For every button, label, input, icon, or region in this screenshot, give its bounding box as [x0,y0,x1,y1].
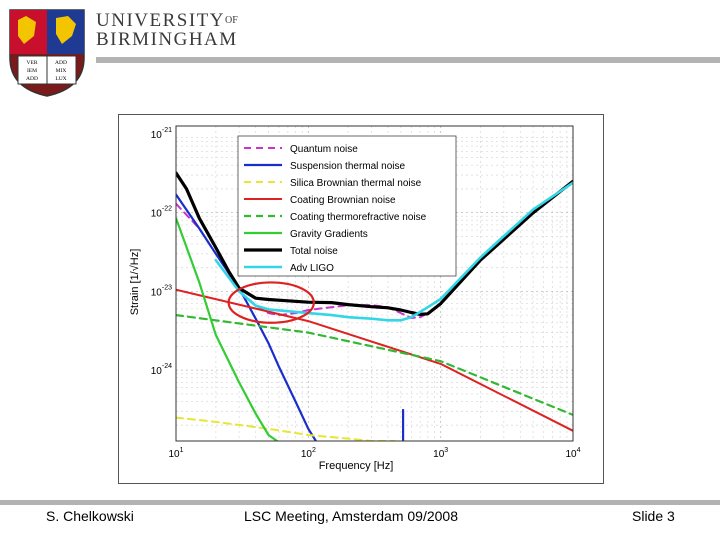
x-tick-label: 101 [168,447,183,460]
series-group [176,171,573,441]
legend-label: Gravity Gradients [290,229,368,240]
crest-book-text: VER [27,60,38,66]
legend: Quantum noise Suspension thermal noise Sil… [237,135,457,277]
university-line1: UNIVERSITY [96,10,225,31]
university-crest: VER ADD IEM MIX ADD LUX [6,6,88,98]
footer-slide-number: Slide 3 [632,508,675,524]
university-line2: BIRMINGHAM [96,29,238,50]
tick-labels: 101 102 103 104 10-21 10-22 10-23 10-24 [151,127,581,460]
x-axis-label: Frequency [Hz] [319,460,394,472]
legend-box [237,135,457,277]
series-silica-brownian-thermal-noise [176,416,396,441]
footer-divider [0,500,720,505]
legend-label: Suspension thermal noise [290,161,406,172]
university-wordmark: UNIVERSITYOF BIRMINGHAM [96,11,238,50]
series-gravity-gradients [176,217,279,441]
x-tick-label: 102 [301,447,316,460]
y-tick-label: 10-24 [151,363,172,377]
crest-book-text: LUX [55,76,66,82]
series-coating-thermorefractive-noise [176,314,573,416]
crest-book-text: ADD [55,60,67,66]
legend-label: Silica Brownian thermal noise [290,178,422,189]
series-total-noise [176,171,573,316]
university-of: OF [225,15,238,26]
series-suspension-thermal-noise [176,193,317,441]
x-tick-label: 103 [433,447,448,460]
crest-book-text: ADD [26,76,38,82]
y-tick-label: 10-23 [151,284,172,298]
y-tick-label: 10-21 [151,127,172,141]
footer-meeting: LSC Meeting, Amsterdam 09/2008 [244,508,459,524]
highlight-ellipse [227,281,315,324]
crest-book-text: IEM [27,68,37,74]
series-coating-brownian-noise [176,288,573,432]
x-tick-label: 104 [565,447,580,460]
legend-label: Adv LIGO [290,263,334,274]
y-axis-label: Strain [1/√Hz] [129,249,141,316]
y-tick-label: 10-22 [151,206,172,220]
noise-budget-chart: 101 102 103 104 10-21 10-22 10-23 10-24 Quantum… [118,114,604,484]
legend-label: Total noise [290,246,338,257]
plot-area-border [175,125,574,442]
legend-label: Coating thermorefractive noise [290,212,427,223]
series-adv-ligo [214,181,573,322]
header-divider [96,57,720,63]
footer-author: S. Chelkowski [46,508,134,524]
legend-label: Coating Brownian noise [290,195,396,206]
legend-label: Quantum noise [290,144,358,155]
annotation-group [227,281,315,324]
crest-book-text: MIX [56,68,67,74]
